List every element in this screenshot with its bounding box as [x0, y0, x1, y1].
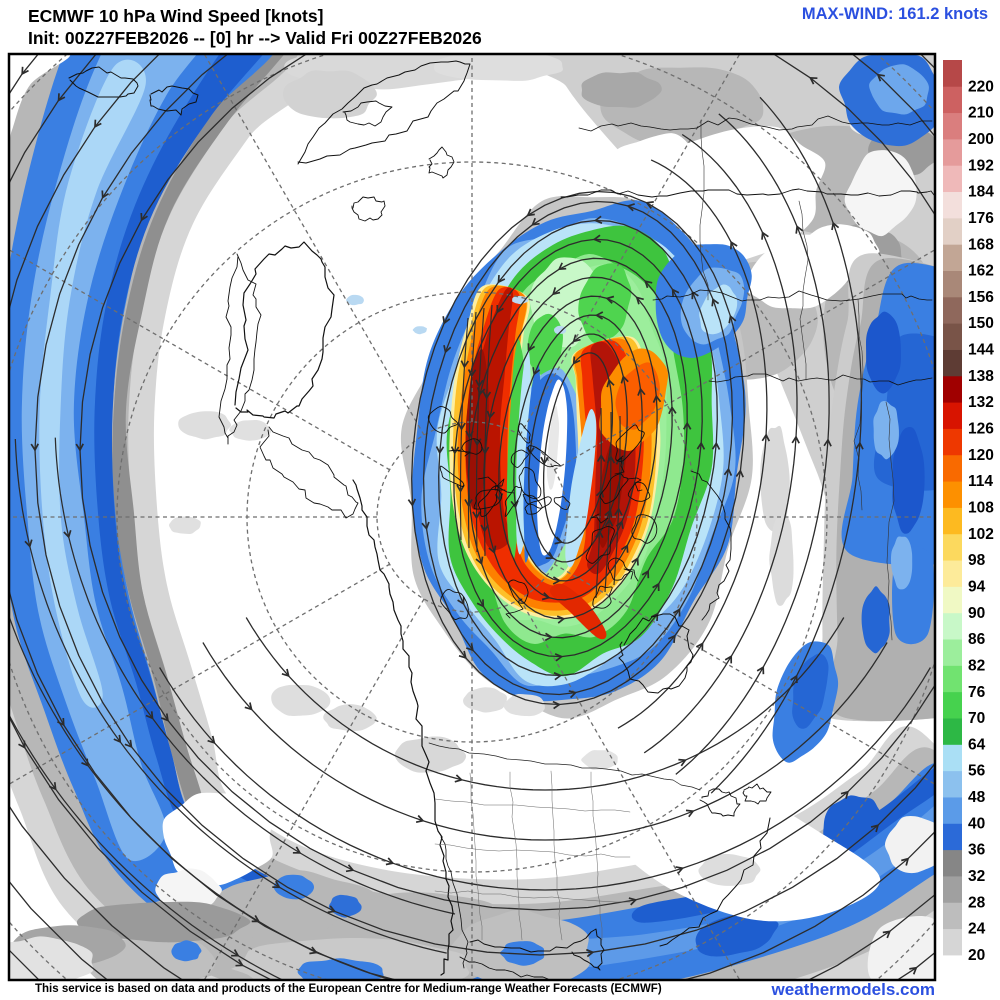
svg-text:98: 98	[968, 552, 986, 569]
svg-text:156: 156	[968, 289, 994, 306]
svg-text:150: 150	[968, 315, 994, 332]
svg-text:32: 32	[968, 868, 985, 885]
svg-text:70: 70	[968, 710, 985, 727]
svg-text:126: 126	[968, 421, 994, 438]
svg-text:56: 56	[968, 763, 986, 780]
svg-text:168: 168	[968, 236, 994, 253]
svg-text:114: 114	[968, 473, 993, 490]
svg-text:64: 64	[968, 736, 986, 753]
svg-text:90: 90	[968, 605, 985, 622]
svg-text:200: 200	[968, 131, 994, 148]
svg-text:36: 36	[968, 842, 986, 859]
svg-text:94: 94	[968, 579, 986, 596]
svg-text:132: 132	[968, 394, 994, 411]
svg-text:138: 138	[968, 368, 994, 385]
svg-text:108: 108	[968, 500, 994, 517]
svg-text:102: 102	[968, 526, 994, 543]
svg-text:220: 220	[968, 78, 994, 95]
svg-text:20: 20	[968, 947, 985, 964]
svg-text:162: 162	[968, 263, 994, 280]
svg-text:24: 24	[968, 921, 986, 938]
svg-text:76: 76	[968, 684, 986, 701]
svg-text:176: 176	[968, 210, 994, 227]
svg-text:48: 48	[968, 789, 986, 806]
svg-text:82: 82	[968, 657, 985, 674]
svg-text:40: 40	[968, 815, 985, 832]
svg-text:120: 120	[968, 447, 994, 464]
svg-text:184: 184	[968, 184, 994, 201]
svg-text:86: 86	[968, 631, 986, 648]
svg-text:28: 28	[968, 894, 986, 911]
svg-text:144: 144	[968, 342, 994, 359]
svg-text:210: 210	[968, 105, 994, 122]
svg-text:192: 192	[968, 157, 994, 174]
